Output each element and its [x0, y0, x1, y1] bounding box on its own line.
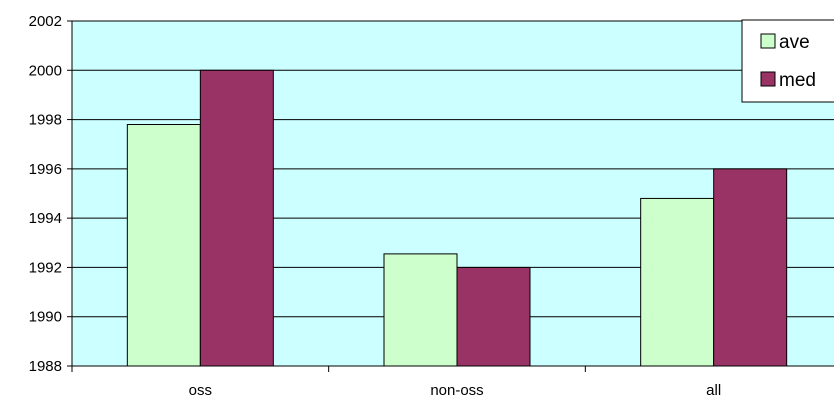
legend-swatch-med [760, 71, 776, 87]
axes [71, 21, 834, 367]
legend: ave med [741, 19, 834, 103]
x-tick-label-non-oss: non-oss [430, 382, 483, 399]
y-tick-label: 1988 [29, 358, 62, 375]
legend-label-med: med [779, 70, 816, 91]
bar-ave-all [640, 197, 715, 367]
bar-med-oss [199, 69, 274, 367]
x-tick-label-oss: oss [189, 382, 212, 399]
bar-med-non-oss [456, 266, 531, 367]
x-axis-ticks: oss non-oss all [71, 366, 721, 399]
y-tick-label: 2000 [29, 62, 62, 79]
y-tick-label: 1994 [29, 210, 62, 227]
y-tick-label: 1998 [29, 112, 62, 129]
bar-ave-oss [126, 124, 201, 367]
y-axis-ticks: 1988 1990 1992 1994 1996 1998 2000 2002 [29, 13, 72, 375]
y-tick-label: 1996 [29, 161, 62, 178]
bar-med-all [713, 168, 788, 367]
bar-ave-non-oss [383, 253, 458, 367]
y-tick-label: 1992 [29, 259, 62, 276]
legend-swatch-ave [760, 33, 776, 49]
y-tick-label: 1990 [29, 309, 62, 326]
x-tick-label-all: all [706, 382, 721, 399]
legend-box [741, 19, 834, 103]
legend-label-ave: ave [779, 32, 810, 53]
y-tick-label: 2002 [29, 13, 62, 30]
